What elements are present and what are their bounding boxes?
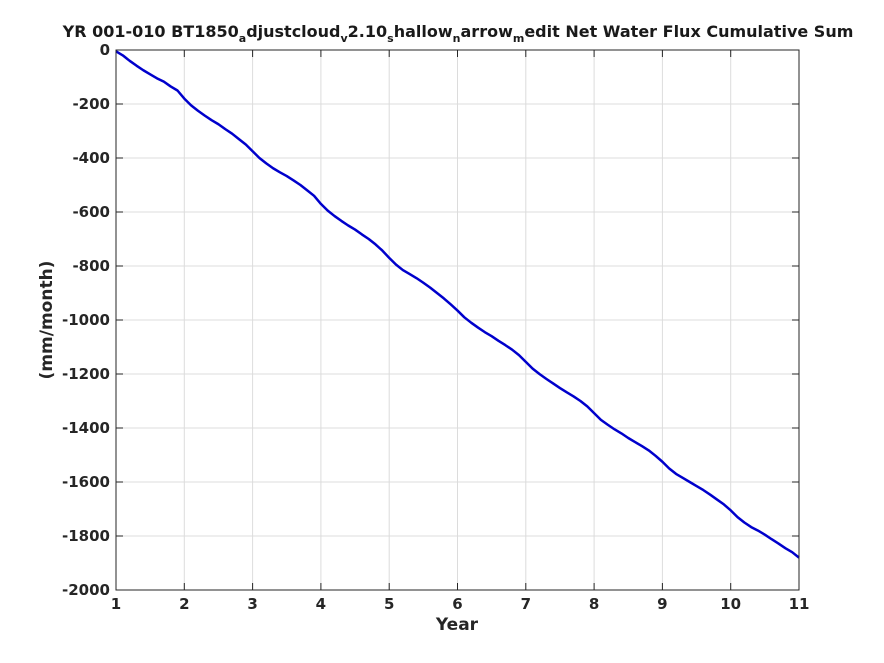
title-subscript: v bbox=[341, 32, 349, 45]
title-text: 2.10 bbox=[348, 22, 387, 41]
title-text: djustcloud bbox=[246, 22, 340, 41]
title-subscript: s bbox=[387, 32, 394, 45]
title-text: arrow bbox=[461, 22, 514, 41]
x-tick-label: 2 bbox=[179, 595, 189, 613]
title-subscript: m bbox=[513, 32, 524, 45]
y-tick-label: -800 bbox=[72, 257, 110, 275]
title-text: hallow bbox=[394, 22, 453, 41]
x-axis-label: Year bbox=[435, 615, 479, 635]
y-tick-label: -2000 bbox=[62, 581, 110, 599]
title-text: YR 001-010 BT1850 bbox=[62, 22, 239, 41]
y-tick-label: -1600 bbox=[62, 473, 110, 491]
x-tick-label: 6 bbox=[452, 595, 462, 613]
x-tick-label: 9 bbox=[657, 595, 667, 613]
x-tick-label: 3 bbox=[247, 595, 257, 613]
y-tick-label: -400 bbox=[72, 149, 110, 167]
series-line bbox=[115, 50, 800, 559]
title-subscript: a bbox=[239, 32, 246, 45]
y-tick-label: -1200 bbox=[62, 365, 110, 383]
x-tick-label: 4 bbox=[316, 595, 326, 613]
x-tick-label: 8 bbox=[589, 595, 599, 613]
y-axis-label: (mm/month) bbox=[37, 261, 57, 380]
x-axis: 1 2 3 4 5 6 7 8 9 10 11 bbox=[111, 50, 810, 613]
x-tick-label: 5 bbox=[384, 595, 394, 613]
title-text: edit Net Water Flux Cumulative Sum bbox=[524, 22, 853, 41]
y-tick-label: -1800 bbox=[62, 527, 110, 545]
grid bbox=[115, 49, 800, 591]
y-axis: 0 -200 -400 -600 -800 -1000 -1200 -1400 -1600 -18… bbox=[62, 41, 799, 599]
y-tick-label: 0 bbox=[100, 41, 110, 59]
y-tick-label: -1000 bbox=[62, 311, 110, 329]
chart-title: YR 001-010 BT1850adjustcloudv2.10shallow… bbox=[62, 22, 854, 45]
x-tick-label: 1 bbox=[111, 595, 121, 613]
title-subscript: n bbox=[453, 32, 461, 45]
x-tick-label: 7 bbox=[521, 595, 531, 613]
y-tick-label: -600 bbox=[72, 203, 110, 221]
x-tick-label: 11 bbox=[789, 595, 810, 613]
x-tick-label: 10 bbox=[720, 595, 741, 613]
y-tick-label: -200 bbox=[72, 95, 110, 113]
y-tick-label: -1400 bbox=[62, 419, 110, 437]
